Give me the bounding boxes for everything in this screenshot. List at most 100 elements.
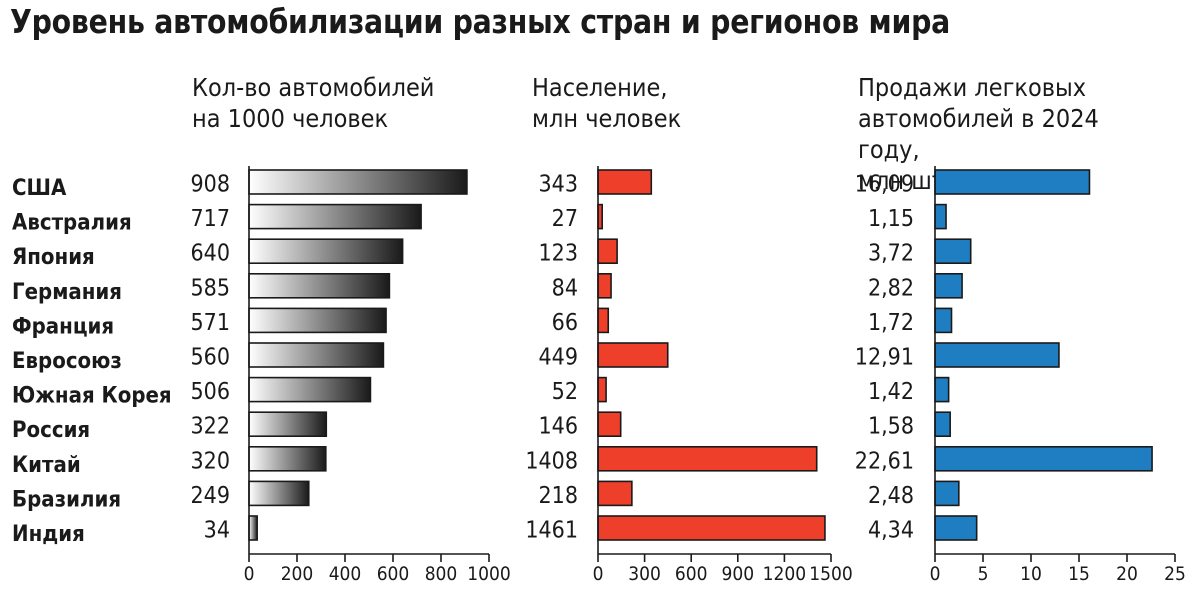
x-tick-label-cars: 400 <box>329 563 362 585</box>
category-label: Китай <box>12 453 81 478</box>
value-label-population: 52 <box>552 379 578 405</box>
value-label-cars: 908 <box>191 172 231 198</box>
panel-population: 343 27 123 84 66 449 52 146 1408 218 1461 0 300 600 90… <box>525 166 853 585</box>
x-tick-label-sales: 20 <box>1116 563 1138 585</box>
category-label: Бразилия <box>12 487 121 512</box>
bar-sales <box>934 342 1060 368</box>
value-label-population: 27 <box>552 206 578 232</box>
value-label-cars: 585 <box>191 275 231 301</box>
x-tick-label-population: 1500 <box>809 563 853 585</box>
bar-population <box>597 445 818 472</box>
value-label-cars: 506 <box>191 379 231 405</box>
bar-cars <box>248 272 391 299</box>
bar-population <box>597 515 826 541</box>
x-tick-label-sales: 5 <box>978 563 989 585</box>
panel-title-sales: Продажи легковых автомобилей в 2024 году… <box>858 73 1099 195</box>
x-tick-label-sales: 25 <box>1164 563 1186 585</box>
value-label-cars: 571 <box>191 310 231 336</box>
value-label-sales: 12,91 <box>855 345 914 371</box>
value-label-sales: 16,09 <box>855 172 914 198</box>
bar-sales <box>934 411 951 438</box>
category-labels: США Австралия Япония Германия Франция Евросою… <box>12 176 172 547</box>
value-label-population: 1461 <box>525 518 578 544</box>
value-label-sales: 1,42 <box>868 379 914 405</box>
bar-sales <box>934 272 963 299</box>
panel-title-population: Население, млн человек <box>532 73 682 133</box>
bar-population <box>597 342 669 368</box>
x-tick-label-population: 900 <box>721 563 754 585</box>
value-label-population: 123 <box>539 241 579 267</box>
bar-cars <box>248 342 385 368</box>
value-label-cars: 320 <box>191 448 231 474</box>
bar-cars <box>248 376 372 403</box>
x-tick-label-sales: 15 <box>1068 563 1090 585</box>
x-tick-label-population: 600 <box>675 563 708 585</box>
x-tick-label-cars: 200 <box>281 563 314 585</box>
category-label: Германия <box>12 280 122 305</box>
bar-sales <box>934 515 978 541</box>
value-label-population: 84 <box>552 275 578 301</box>
value-label-sales: 3,72 <box>868 241 914 267</box>
bar-population <box>597 376 607 403</box>
category-label: Евросоюз <box>12 349 122 374</box>
value-label-sales: 2,48 <box>868 483 914 509</box>
bar-sales <box>934 376 950 403</box>
category-label: США <box>12 176 67 201</box>
value-label-population: 146 <box>539 414 579 440</box>
value-label-cars: 640 <box>191 241 231 267</box>
bar-sales <box>934 238 972 264</box>
value-label-sales: 1,58 <box>868 414 914 440</box>
bar-population <box>597 238 618 264</box>
value-label-population: 66 <box>552 310 578 336</box>
bar-cars <box>248 480 310 507</box>
bar-cars <box>248 238 404 264</box>
category-label: Австралия <box>12 211 132 236</box>
value-label-sales: 4,34 <box>868 518 914 544</box>
bar-cars <box>248 169 468 195</box>
bar-sales <box>934 445 1153 472</box>
bar-cars <box>248 203 422 230</box>
bar-sales <box>934 480 960 507</box>
bar-cars <box>248 307 387 334</box>
category-label: Индия <box>12 522 85 547</box>
bar-population <box>597 272 612 299</box>
x-tick-label-population: 1200 <box>763 563 807 585</box>
value-label-sales: 1,15 <box>868 206 914 232</box>
bar-sales <box>934 203 947 230</box>
value-label-cars: 34 <box>204 518 230 544</box>
value-label-population: 343 <box>539 172 579 198</box>
value-label-population: 218 <box>539 483 579 509</box>
category-label: Южная Корея <box>12 384 172 409</box>
x-tick-label-population: 300 <box>628 563 661 585</box>
bar-cars <box>248 411 328 438</box>
x-tick-label-population: 0 <box>593 563 604 585</box>
bar-population <box>597 411 622 438</box>
value-label-sales: 1,72 <box>868 310 914 336</box>
x-tick-label-sales: 10 <box>1020 563 1042 585</box>
bar-sales <box>934 307 953 334</box>
panel-title-cars: Кол-во автомобилей на 1000 человек <box>192 73 435 133</box>
category-label: Россия <box>12 418 90 443</box>
value-label-sales: 2,82 <box>868 275 914 301</box>
x-tick-label-cars: 0 <box>244 563 255 585</box>
bar-population <box>597 480 633 507</box>
x-tick-label-cars: 600 <box>377 563 410 585</box>
panel-sales: 16,09 1,15 3,72 2,82 1,72 12,91 1,42 1,58 22,61 2… <box>855 166 1186 585</box>
bar-cars <box>248 515 258 541</box>
x-tick-label-sales: 0 <box>930 563 941 585</box>
category-label: Япония <box>12 245 95 270</box>
bar-cars <box>248 445 327 472</box>
bar-population <box>597 169 653 195</box>
value-label-population: 1408 <box>525 448 578 474</box>
value-label-cars: 717 <box>191 206 231 232</box>
x-tick-label-cars: 1000 <box>467 563 511 585</box>
value-label-population: 449 <box>539 345 579 371</box>
bar-population <box>597 307 610 334</box>
value-label-cars: 249 <box>191 483 231 509</box>
value-label-cars: 560 <box>191 345 231 371</box>
x-tick-label-cars: 800 <box>425 563 458 585</box>
bar-sales <box>934 169 1091 195</box>
panel-cars: 908 717 640 585 571 560 506 322 320 249 34 0 200 400 6… <box>191 166 511 585</box>
